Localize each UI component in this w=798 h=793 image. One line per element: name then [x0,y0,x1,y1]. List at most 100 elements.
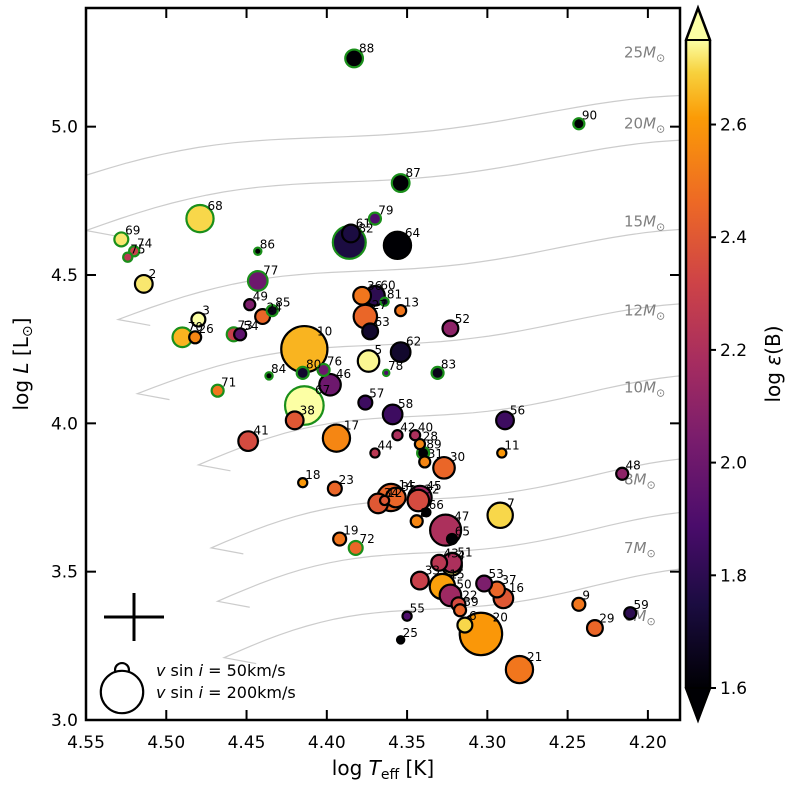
star-label-89: 89 [426,438,441,452]
star-point-56 [495,410,515,431]
star-point-9 [571,596,587,612]
vsini-legend: v sin i = 50km/s v sin i = 200km/s [99,661,296,715]
track-7msun [215,511,680,608]
star-label-48: 48 [626,458,641,472]
star-label-54: 54 [243,319,258,333]
star-point-30 [432,455,456,480]
star-label-58: 58 [398,397,413,411]
track-label-10msun: 10M⊙ [624,379,665,400]
star-label-18: 18 [305,468,320,482]
star-point-29 [585,619,604,638]
plot-frame [84,6,682,722]
star-label-59: 59 [634,598,649,612]
star-point-3 [190,311,207,328]
star-label-35: 35 [401,480,416,494]
star-label-9: 9 [582,589,590,603]
star-point-46 [318,372,342,397]
star-label-79: 79 [378,203,393,217]
star-point-86 [253,246,263,256]
star-label-33: 33 [425,564,440,578]
track-10msun [196,375,680,472]
star-label-83: 83 [441,358,456,372]
star-label-6: 6 [469,609,477,623]
star-point-18 [297,476,309,489]
star-point-21 [504,654,535,685]
star-label-52: 52 [455,312,470,326]
star-label-14: 14 [399,478,414,492]
colorbar: 1.6 1.8 2.0 2.2 2.4 2.6 log ε(B) [684,4,785,724]
colorbar-tick-label: 1.6 [720,679,747,699]
star-point-8 [409,514,424,529]
star-point-59 [623,606,638,621]
star-label-77: 77 [263,264,278,278]
star-point-88 [344,48,365,69]
track-6msun [222,568,680,665]
star-point-80 [295,365,310,380]
star-point-6 [456,616,474,634]
colorbar-extend-top [684,5,712,41]
star-label-66: 66 [429,498,444,512]
star-label-12: 12 [387,486,402,500]
star-label-30: 30 [450,450,465,464]
star-label-85: 85 [275,296,290,310]
star-point-38 [284,410,305,431]
y-tick-label: 4.5 [51,266,78,286]
star-label-70: 70 [188,320,203,334]
star-point-54 [233,327,248,342]
star-label-28: 28 [423,429,438,443]
star-label-49: 49 [253,290,268,304]
star-label-63: 63 [375,315,390,329]
x-tick-label: 4.35 [388,733,426,753]
star-label-32: 32 [424,483,439,497]
star-point-81 [379,296,390,307]
star-point-13 [394,303,408,318]
track-label-15msun: 15M⊙ [624,213,665,234]
star-label-13: 13 [404,296,419,310]
legend-label-200: v sin i = 200km/s [156,683,296,702]
star-point-36 [352,285,373,306]
star-point-66 [421,507,432,518]
star-point-55 [401,610,413,622]
colorbar-ticks: 1.6 1.8 2.0 2.2 2.4 2.6 [710,116,747,699]
track-mass-labels: 25M⊙20M⊙15M⊙12M⊙10M⊙8M⊙7M⊙6M⊙ [624,44,665,629]
star-label-27: 27 [372,298,387,312]
star-point-69 [113,231,130,248]
star-point-62 [389,341,412,364]
star-point-52 [441,319,460,338]
x-axis-ticks: 4.55 4.50 4.45 4.40 4.35 4.30 4.25 4.20 [67,8,667,753]
star-point-26 [188,330,203,345]
star-label-67: 67 [315,383,330,397]
star-label-22: 22 [462,588,477,602]
star-label-17: 17 [344,419,359,433]
y-tick-label: 5.0 [51,118,78,138]
star-point-83 [430,365,445,380]
star-label-75: 75 [130,243,145,257]
colorbar-tick-label: 2.0 [720,454,747,474]
star-point-87 [390,173,411,193]
x-tick-label: 4.25 [549,733,587,753]
star-point-57 [357,394,374,411]
star-label-69: 69 [125,224,140,238]
star-point-79 [367,211,383,226]
star-label-86: 86 [260,237,275,251]
star-label-20: 20 [493,610,508,624]
star-point-63 [361,322,380,341]
x-tick-label: 4.45 [228,733,266,753]
star-point-71 [210,383,225,398]
x-tick-label: 4.50 [147,733,185,753]
star-label-3: 3 [202,304,210,318]
star-label-61: 61 [356,217,371,231]
star-point-61 [340,223,361,244]
star-label-73: 73 [238,319,253,333]
star-point-5 [356,349,381,373]
track-20msun [86,139,680,238]
track-25msun [86,94,680,192]
star-label-15: 15 [449,568,464,582]
star-point-42 [391,429,404,442]
star-label-90: 90 [582,109,597,123]
star-label-4: 4 [457,548,465,562]
star-point-7 [486,501,514,530]
star-label-34: 34 [384,486,399,500]
star-label-38: 38 [300,403,315,417]
star-point-75 [122,251,134,263]
